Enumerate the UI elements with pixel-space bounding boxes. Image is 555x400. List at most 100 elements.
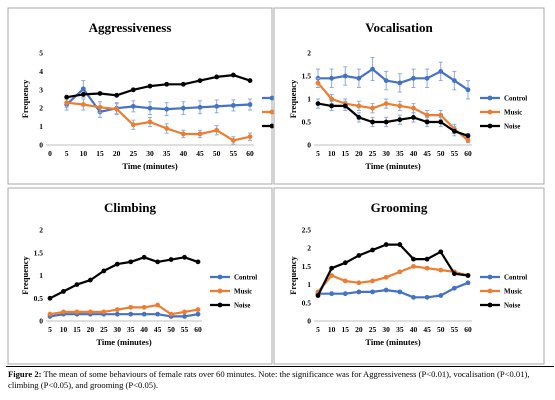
data-point — [397, 242, 403, 247]
data-point — [164, 81, 170, 87]
x-tick-label: 40 — [410, 149, 418, 158]
legend-swatch-marker — [269, 123, 275, 129]
data-point — [329, 291, 335, 297]
y-tick-label: 1.5 — [302, 72, 312, 81]
data-point — [397, 80, 403, 86]
y-tick-label: 3 — [39, 85, 43, 94]
x-tick-label: 5 — [316, 149, 320, 158]
series-line — [66, 101, 251, 142]
x-tick-label: 15 — [342, 149, 350, 158]
caption-label: Figure 2: — [8, 369, 42, 379]
series-music — [47, 302, 201, 317]
data-point — [147, 105, 153, 111]
x-tick-label: 10 — [60, 325, 68, 334]
x-tick-label: 35 — [396, 149, 404, 158]
y-tick-label: 1 — [307, 95, 311, 104]
x-tick-label: 20 — [355, 149, 363, 158]
data-point — [141, 311, 147, 317]
legend: Control Music Noise — [480, 274, 527, 310]
x-tick-label: 45 — [196, 149, 204, 158]
data-point — [424, 256, 430, 262]
data-point — [383, 274, 389, 280]
x-tick-label: 45 — [154, 325, 162, 334]
data-point — [356, 103, 362, 109]
legend-swatch-marker — [487, 95, 493, 101]
data-point — [465, 133, 471, 139]
x-tick-label: 25 — [369, 149, 377, 158]
y-tick-label: 0.5 — [302, 298, 312, 307]
legend-swatch-marker — [269, 95, 275, 101]
data-point — [438, 112, 444, 118]
data-point — [182, 254, 187, 260]
data-point — [247, 102, 253, 107]
legend-swatch-marker — [487, 123, 493, 129]
y-tick-label: 2 — [307, 49, 311, 58]
data-point — [87, 309, 93, 315]
x-axis-label: Time (minutes) — [365, 161, 420, 171]
x-tick-label: 50 — [437, 149, 445, 158]
data-point — [397, 103, 403, 109]
x-tick-label: 35 — [163, 149, 171, 158]
chart-title: Grooming — [371, 200, 428, 215]
x-tick-label: 50 — [167, 325, 175, 334]
data-point — [114, 311, 120, 317]
series-noise — [64, 72, 253, 100]
x-tick-label: 55 — [181, 325, 189, 334]
y-tick-label: 2 — [39, 226, 43, 235]
series-noise — [315, 242, 471, 298]
x-tick-label: 30 — [382, 325, 390, 334]
data-point — [155, 311, 161, 317]
data-point — [370, 289, 375, 295]
data-point — [214, 103, 220, 109]
data-point — [80, 86, 86, 92]
series-line — [66, 73, 251, 99]
data-point — [64, 100, 70, 106]
x-axis-label: Time (minutes) — [96, 337, 151, 347]
x-tick-label: 30 — [382, 149, 390, 158]
data-point — [329, 273, 335, 278]
x-tick-label: 5 — [316, 325, 320, 334]
x-tick-label: 5 — [48, 325, 52, 334]
data-point — [424, 75, 430, 81]
data-point — [383, 119, 389, 125]
data-point — [114, 106, 120, 112]
data-point — [329, 96, 335, 102]
x-axis-label: Time (minutes) — [365, 337, 420, 347]
x-tick-label: 0 — [48, 149, 52, 158]
data-point — [230, 138, 236, 143]
legend-label: Noise — [504, 302, 520, 310]
panel-frame — [273, 7, 545, 185]
legend-swatch-marker — [269, 109, 275, 115]
x-tick-label: 35 — [396, 325, 404, 334]
x-tick-label: 55 — [230, 149, 238, 158]
x-tick-label: 30 — [114, 325, 122, 334]
data-point — [247, 134, 253, 140]
data-point — [342, 291, 348, 297]
chart-title: Climbing — [104, 200, 157, 215]
y-tick-label: 0 — [307, 141, 311, 150]
legend-swatch-marker — [217, 302, 223, 308]
data-point — [147, 119, 153, 125]
x-tick-label: 45 — [423, 325, 431, 334]
data-point — [180, 105, 186, 111]
x-tick-label: 45 — [423, 149, 431, 158]
data-point — [465, 138, 471, 143]
data-point — [424, 112, 430, 118]
data-point — [61, 309, 66, 315]
y-tick-label: 0 — [39, 317, 43, 326]
data-point — [370, 278, 375, 284]
legend-label: Music — [504, 109, 522, 117]
x-tick-label: 30 — [146, 149, 154, 158]
y-tick-label: 4 — [39, 67, 43, 76]
y-tick-label: 2 — [39, 104, 43, 113]
data-point — [141, 304, 147, 310]
data-point — [465, 280, 471, 286]
x-tick-label: 55 — [451, 325, 459, 334]
x-tick-label: 40 — [180, 149, 188, 158]
data-point — [315, 101, 321, 106]
data-point — [370, 105, 375, 111]
x-tick-label: 60 — [194, 325, 202, 334]
data-point — [465, 87, 471, 93]
y-tick-label: 0.5 — [34, 294, 44, 303]
data-point — [164, 106, 170, 112]
